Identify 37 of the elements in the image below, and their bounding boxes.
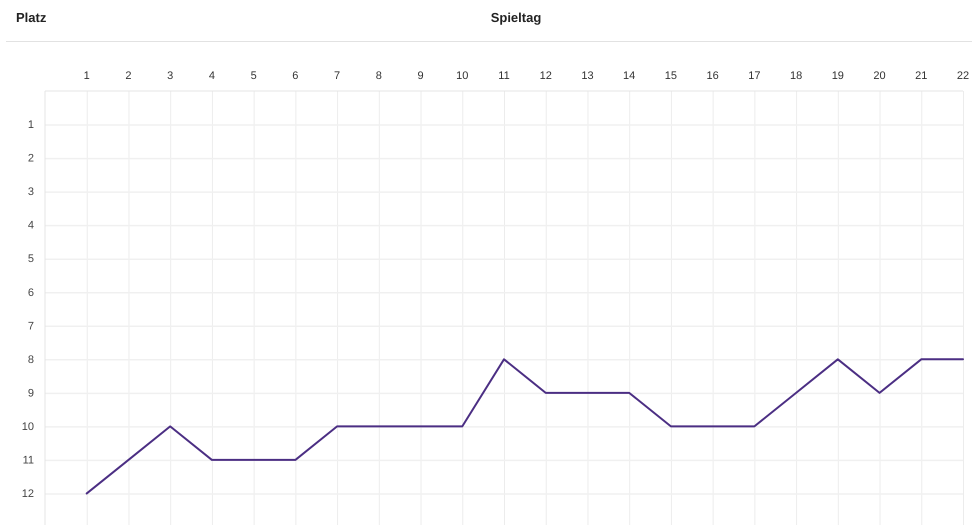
x-tick-label: 10 (456, 70, 468, 82)
x-tick-label: 17 (748, 70, 760, 82)
y-tick-label: 12 (22, 488, 34, 500)
y-tick-label: 1 (28, 119, 34, 132)
x-tick-label: 13 (581, 70, 594, 82)
y-tick-label: 4 (28, 220, 34, 232)
y-tick-label: 8 (28, 354, 34, 366)
y-tick-label: 3 (28, 186, 34, 198)
x-tick-label: 16 (706, 70, 719, 82)
x-tick-label: 18 (790, 70, 802, 82)
x-tick-label: 8 (376, 70, 382, 82)
x-tick-label: 7 (334, 70, 340, 82)
x-tick-label: 20 (873, 70, 886, 82)
x-tick-label: 14 (623, 70, 636, 82)
y-tick-label: 7 (28, 320, 34, 332)
x-tick-label: 6 (292, 70, 298, 82)
x-tick-label: 3 (167, 70, 174, 82)
line-series (86, 358, 964, 494)
y-tick-label: 2 (28, 152, 34, 165)
y-tick-label: 6 (28, 286, 34, 299)
x-tick-label: 11 (498, 70, 510, 82)
x-tick-label: 1 (84, 70, 90, 82)
x-tick-label: 21 (915, 70, 928, 82)
y-tick-label: 10 (22, 420, 34, 433)
x-tick-label: 19 (832, 70, 844, 82)
x-tick-label: 9 (417, 70, 424, 82)
x-tick-label: 15 (664, 70, 678, 82)
y-tick-label: 9 (28, 387, 34, 400)
y-axis-title: Platz (16, 10, 47, 25)
x-tick-label: 5 (250, 70, 257, 82)
y-tick-label: 11 (22, 454, 34, 466)
x-tick-label: 4 (208, 70, 215, 82)
x-tick-label: 22 (956, 70, 970, 82)
y-tick-label: 5 (28, 253, 34, 266)
x-tick-label: 12 (540, 70, 552, 82)
x-axis-title: Spieltag (490, 10, 542, 25)
x-tick-label: 2 (125, 70, 132, 82)
